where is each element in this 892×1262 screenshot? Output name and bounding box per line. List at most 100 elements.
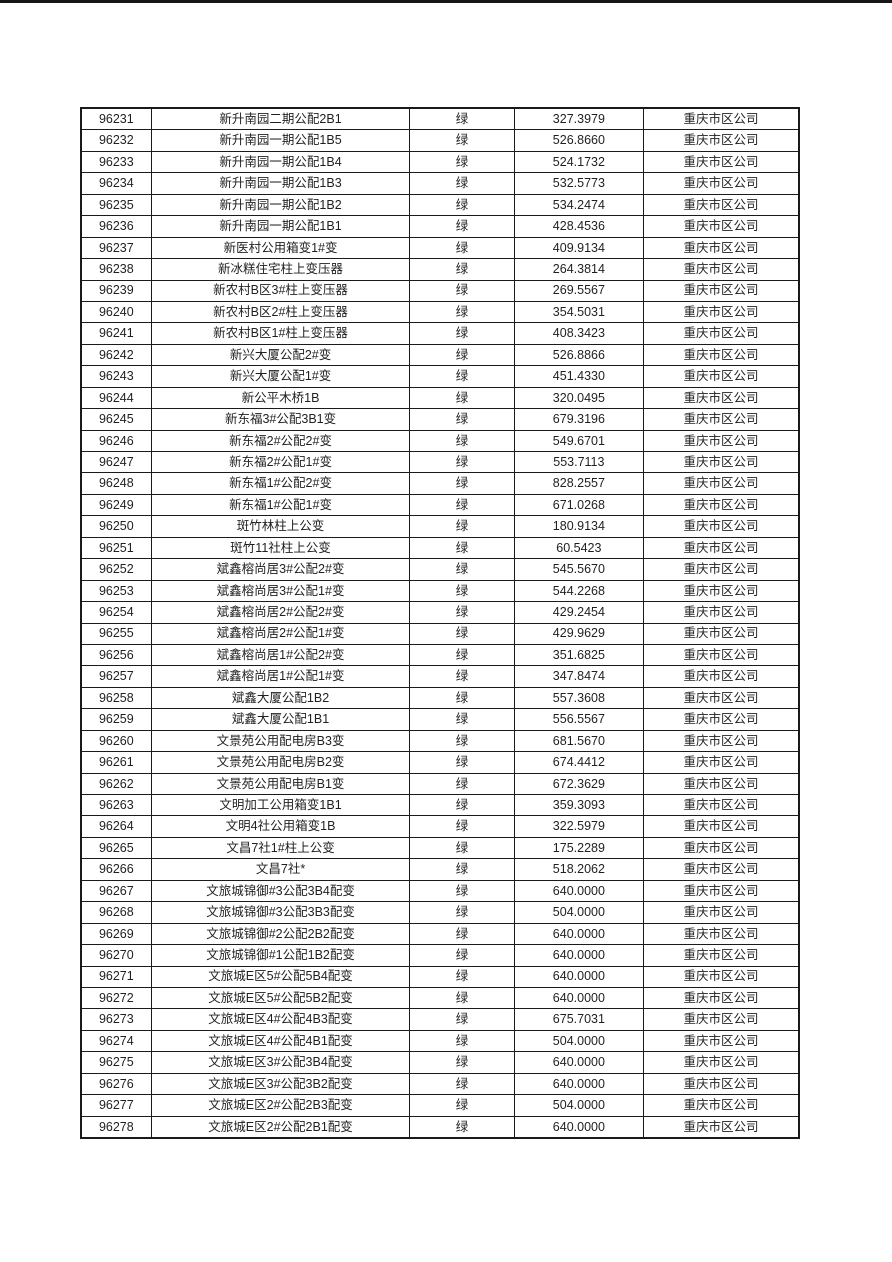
cell-status: 绿 <box>409 515 515 538</box>
cell-value: 553.7113 <box>513 450 645 474</box>
cell-status: 绿 <box>409 1029 515 1053</box>
cell-company: 重庆市区公司 <box>643 986 800 1010</box>
cell-status: 绿 <box>409 643 515 667</box>
cell-value: 672.3629 <box>513 772 645 796</box>
cell-value: 524.1732 <box>513 150 645 174</box>
cell-company: 重庆市区公司 <box>643 129 800 152</box>
cell-facility-name: 斌鑫榕尚居3#公配1#变 <box>150 579 411 603</box>
cell-status: 绿 <box>409 858 515 881</box>
cell-status: 绿 <box>409 729 515 753</box>
cell-value: 322.5979 <box>513 815 645 838</box>
cell-record-id: 96261 <box>80 751 152 774</box>
cell-company: 重庆市区公司 <box>643 408 800 431</box>
cell-record-id: 96235 <box>80 193 152 217</box>
table-row: 96251 斑竹11社柱上公变绿 60.5423 重庆市区公司 <box>80 536 800 560</box>
table-row: 96233 新升南园一期公配1B4 绿 524.1732 重庆市区公司 <box>80 150 800 174</box>
cell-value: 549.6701 <box>513 429 645 453</box>
cell-company: 重庆市区公司 <box>643 107 800 131</box>
cell-company: 重庆市区公司 <box>643 343 800 367</box>
cell-company: 重庆市区公司 <box>643 236 800 260</box>
cell-status: 绿 <box>409 193 515 217</box>
cell-company: 重庆市区公司 <box>643 472 800 495</box>
cell-record-id: 96262 <box>80 772 152 796</box>
table-row: 96240 新农村B区2#柱上变压器绿 354.5031 重庆市区公司 <box>80 300 800 324</box>
cell-record-id: 96231 <box>80 107 152 131</box>
cell-value: 545.5670 <box>513 558 645 581</box>
cell-value: 175.2289 <box>513 836 645 860</box>
cell-value: 504.0000 <box>513 901 645 924</box>
cell-facility-name: 文旅城锦御#2公配2B2配变 <box>150 922 411 946</box>
cell-status: 绿 <box>409 322 515 345</box>
cell-record-id: 96243 <box>80 365 152 388</box>
cell-status: 绿 <box>409 365 515 388</box>
cell-facility-name: 文旅城E区5#公配5B4配变 <box>150 965 411 988</box>
cell-facility-name: 新农村B区1#柱上变压器 <box>150 322 411 345</box>
cell-facility-name: 新冰糕住宅柱上变压器 <box>150 258 411 281</box>
cell-record-id: 96247 <box>80 450 152 474</box>
cell-facility-name: 新东福1#公配2#变 <box>150 472 411 495</box>
cell-record-id: 96265 <box>80 836 152 860</box>
table-row: 96256 斌鑫榕尚居1#公配2#变绿 351.6825 重庆市区公司 <box>80 643 800 667</box>
cell-status: 绿 <box>409 1094 515 1117</box>
table-row: 96235 新升南园一期公配1B2 绿 534.2474 重庆市区公司 <box>80 193 800 217</box>
cell-record-id: 96251 <box>80 536 152 560</box>
cell-status: 绿 <box>409 279 515 302</box>
table-row: 96236 新升南园一期公配1B1 绿 428.4536 重庆市区公司 <box>80 215 800 238</box>
cell-company: 重庆市区公司 <box>643 365 800 388</box>
cell-company: 重庆市区公司 <box>643 1094 800 1117</box>
cell-company: 重庆市区公司 <box>643 901 800 924</box>
cell-facility-name: 新升南园一期公配1B4 <box>150 150 411 174</box>
cell-status: 绿 <box>409 558 515 581</box>
cell-status: 绿 <box>409 579 515 603</box>
cell-value: 544.2268 <box>513 579 645 603</box>
table-row: 96275 文旅城E区3#公配3B4配变绿 640.0000 重庆市区公司 <box>80 1051 800 1074</box>
cell-record-id: 96234 <box>80 172 152 195</box>
table-row: 96232 新升南园一期公配1B5 绿 526.8660 重庆市区公司 <box>80 129 800 152</box>
cell-value: 359.3093 <box>513 793 645 817</box>
cell-record-id: 96250 <box>80 515 152 538</box>
cell-facility-name: 斌鑫榕尚居2#公配1#变 <box>150 622 411 645</box>
cell-record-id: 96278 <box>80 1115 152 1139</box>
cell-company: 重庆市区公司 <box>643 150 800 174</box>
cell-company: 重庆市区公司 <box>643 836 800 860</box>
cell-facility-name: 文旅城E区4#公配4B3配变 <box>150 1008 411 1031</box>
cell-value: 526.8660 <box>513 129 645 152</box>
cell-record-id: 96256 <box>80 643 152 667</box>
cell-value: 429.2454 <box>513 601 645 624</box>
cell-company: 重庆市区公司 <box>643 601 800 624</box>
cell-facility-name: 新东福2#公配2#变 <box>150 429 411 453</box>
cell-company: 重庆市区公司 <box>643 1115 800 1139</box>
cell-status: 绿 <box>409 944 515 967</box>
table-row: 96246 新东福2#公配2#变绿 549.6701 重庆市区公司 <box>80 429 800 453</box>
cell-status: 绿 <box>409 1115 515 1139</box>
cell-facility-name: 新东福1#公配1#变 <box>150 493 411 517</box>
table-row: 96269 文旅城锦御#2公配2B2配变绿 640.0000 重庆市区公司 <box>80 922 800 946</box>
cell-facility-name: 文旅城锦御#3公配3B3配变 <box>150 901 411 924</box>
cell-status: 绿 <box>409 386 515 410</box>
cell-facility-name: 文明4社公用箱变1B <box>150 815 411 838</box>
cell-status: 绿 <box>409 922 515 946</box>
table-row: 96261 文景苑公用配电房B2变绿 674.4412 重庆市区公司 <box>80 751 800 774</box>
cell-record-id: 96264 <box>80 815 152 838</box>
table-row: 96242 新兴大厦公配2#变绿 526.8866 重庆市区公司 <box>80 343 800 367</box>
cell-record-id: 96266 <box>80 858 152 881</box>
cell-record-id: 96273 <box>80 1008 152 1031</box>
table-row: 96266 文昌7社* 绿 518.2062 重庆市区公司 <box>80 858 800 881</box>
table-row: 96247 新东福2#公配1#变绿 553.7113 重庆市区公司 <box>80 450 800 474</box>
cell-status: 绿 <box>409 1008 515 1031</box>
cell-company: 重庆市区公司 <box>643 1072 800 1096</box>
cell-facility-name: 斑竹11社柱上公变 <box>150 536 411 560</box>
page-top-border <box>0 0 892 3</box>
cell-company: 重庆市区公司 <box>643 751 800 774</box>
table-row: 96263 文明加工公用箱变1B1 绿 359.3093 重庆市区公司 <box>80 793 800 817</box>
cell-company: 重庆市区公司 <box>643 579 800 603</box>
cell-value: 534.2474 <box>513 193 645 217</box>
cell-status: 绿 <box>409 172 515 195</box>
cell-company: 重庆市区公司 <box>643 729 800 753</box>
cell-value: 451.4330 <box>513 365 645 388</box>
cell-facility-name: 文旅城E区3#公配3B2配变 <box>150 1072 411 1096</box>
cell-facility-name: 新兴大厦公配1#变 <box>150 365 411 388</box>
cell-record-id: 96277 <box>80 1094 152 1117</box>
cell-status: 绿 <box>409 665 515 688</box>
cell-company: 重庆市区公司 <box>643 515 800 538</box>
